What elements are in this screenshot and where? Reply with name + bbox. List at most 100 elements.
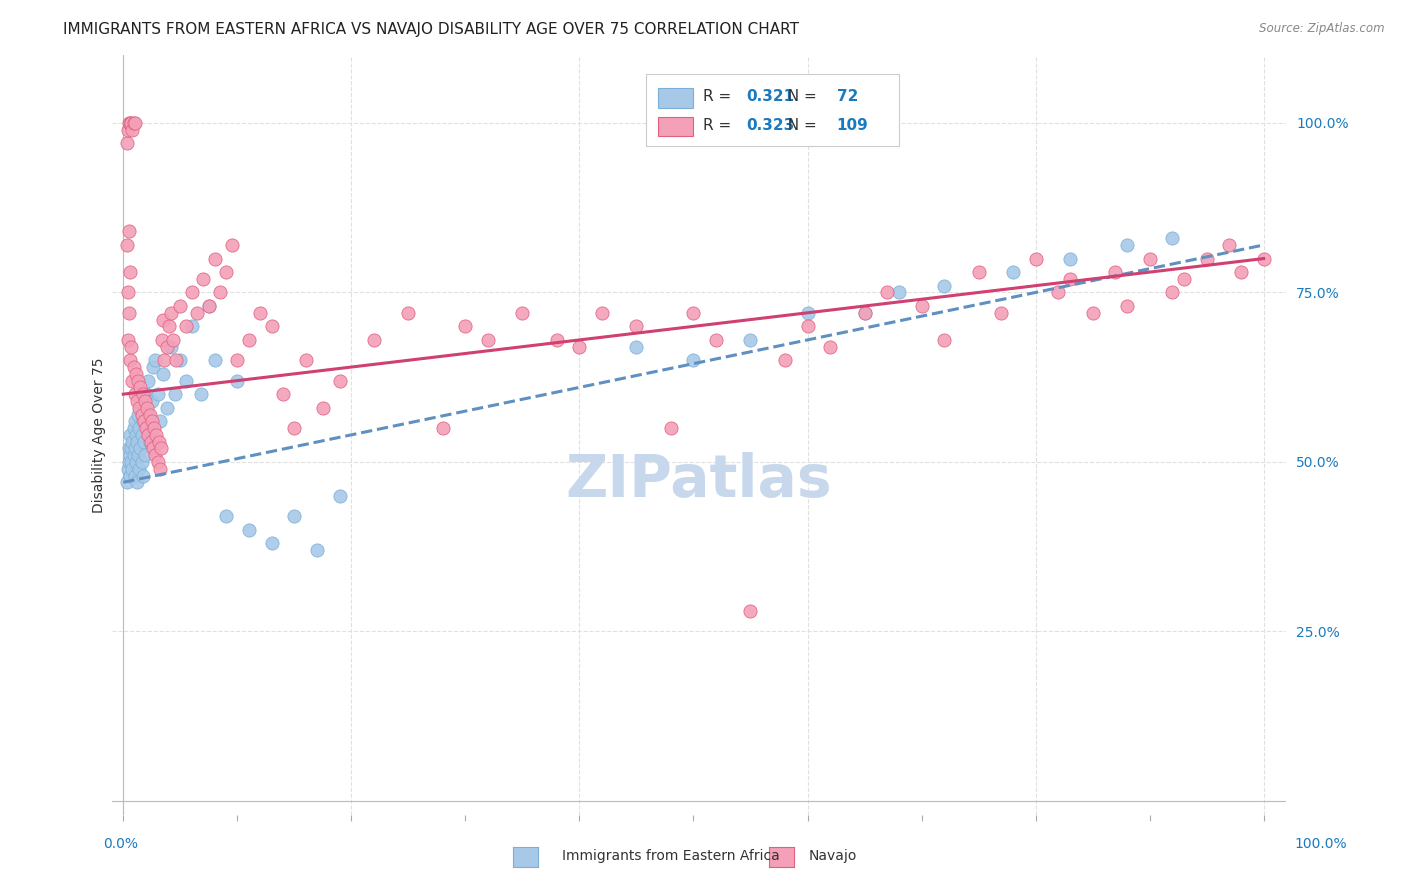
Point	[887, 285, 910, 300]
Point	[477, 333, 499, 347]
Point	[117, 122, 139, 136]
Point	[118, 306, 141, 320]
Point	[967, 265, 990, 279]
Point	[1115, 238, 1137, 252]
Point	[115, 475, 138, 490]
Point	[122, 116, 145, 130]
Point	[312, 401, 335, 415]
Point	[115, 238, 138, 252]
Point	[226, 374, 249, 388]
Point	[249, 306, 271, 320]
Point	[138, 374, 160, 388]
Point	[141, 414, 163, 428]
Point	[120, 448, 142, 462]
Point	[128, 421, 150, 435]
Point	[138, 427, 160, 442]
Point	[131, 387, 153, 401]
Point	[132, 434, 155, 449]
Text: Source: ZipAtlas.com: Source: ZipAtlas.com	[1260, 22, 1385, 36]
Point	[143, 421, 166, 435]
Point	[120, 468, 142, 483]
Point	[124, 414, 146, 428]
Point	[910, 299, 932, 313]
Y-axis label: Disability Age Over 75: Disability Age Over 75	[93, 357, 107, 513]
FancyBboxPatch shape	[658, 87, 693, 108]
Point	[163, 387, 186, 401]
Point	[432, 421, 454, 435]
Point	[120, 265, 142, 279]
Point	[198, 299, 221, 313]
Point	[118, 224, 141, 238]
Point	[1081, 306, 1104, 320]
Point	[191, 272, 214, 286]
Point	[591, 306, 613, 320]
Point	[134, 393, 156, 408]
Point	[145, 427, 167, 442]
Point	[221, 238, 243, 252]
Point	[215, 265, 238, 279]
Point	[122, 359, 145, 374]
Point	[307, 543, 329, 558]
Point	[180, 285, 202, 300]
Point	[853, 306, 876, 320]
Point	[131, 455, 153, 469]
Point	[157, 319, 180, 334]
Point	[283, 421, 305, 435]
Point	[682, 306, 704, 320]
Point	[659, 421, 682, 435]
Point	[132, 414, 155, 428]
Point	[131, 414, 153, 428]
Point	[204, 252, 226, 266]
Point	[122, 448, 145, 462]
Point	[124, 468, 146, 483]
Point	[118, 455, 141, 469]
Point	[125, 455, 148, 469]
Point	[626, 340, 648, 354]
Point	[990, 306, 1012, 320]
Point	[294, 353, 316, 368]
Point	[139, 434, 162, 449]
Point	[125, 434, 148, 449]
Point	[124, 116, 146, 130]
Point	[135, 421, 157, 435]
Point	[773, 353, 796, 368]
Point	[626, 319, 648, 334]
Point	[121, 462, 143, 476]
Point	[122, 421, 145, 435]
Point	[150, 333, 173, 347]
Point	[1253, 252, 1275, 266]
Point	[180, 319, 202, 334]
Point	[1025, 252, 1047, 266]
Point	[146, 387, 169, 401]
Point	[125, 427, 148, 442]
Point	[120, 340, 142, 354]
Point	[120, 455, 142, 469]
Point	[153, 353, 176, 368]
Point	[138, 434, 160, 449]
Point	[454, 319, 477, 334]
Point	[149, 414, 172, 428]
Point	[146, 455, 169, 469]
Point	[124, 442, 146, 456]
Point	[260, 319, 283, 334]
Point	[329, 374, 352, 388]
Point	[124, 387, 146, 401]
Point	[136, 401, 159, 415]
Point	[209, 285, 232, 300]
Point	[740, 333, 762, 347]
Point	[682, 353, 704, 368]
Point	[156, 401, 179, 415]
Text: Navajo: Navajo	[808, 849, 856, 863]
Point	[1195, 252, 1218, 266]
Point	[186, 306, 208, 320]
Point	[120, 116, 142, 130]
Text: 100.0%: 100.0%	[1295, 837, 1347, 851]
Point	[283, 509, 305, 524]
Point	[226, 353, 249, 368]
Point	[876, 285, 898, 300]
Text: N =: N =	[778, 89, 821, 104]
Point	[127, 374, 149, 388]
Point	[118, 116, 141, 130]
Point	[117, 285, 139, 300]
Point	[1161, 285, 1184, 300]
